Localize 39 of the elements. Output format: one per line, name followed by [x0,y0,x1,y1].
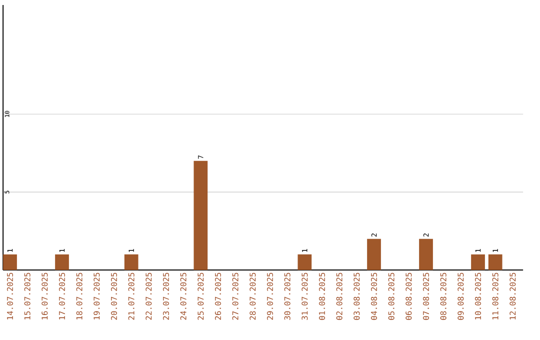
x-tick-label: 03.08.2025 [354,272,360,320]
x-tick-label: 04.08.2025 [370,272,378,320]
x-tick-label: 09.08.2025 [458,272,464,320]
x-tick-label: 16.07.2025 [42,272,48,320]
x-tick-label: 28.07.2025 [250,272,256,320]
x-tick-label: 29.07.2025 [266,272,274,320]
x-tick-label: 05.08.2025 [388,272,394,320]
x-tick-label: 12.08.2025 [510,272,516,320]
bar [194,160,208,270]
x-tick-label: 18.07.2025 [76,272,82,320]
bar [488,254,502,270]
bar [3,254,17,270]
x-tick-label: 25.07.2025 [198,272,204,320]
x-tick-label: 30.07.2025 [284,272,290,320]
x-tick-label: 11.08.2025 [492,272,498,320]
x-tick-label: 17.07.2025 [58,272,66,320]
bar [471,254,485,270]
x-tick-label: 07.08.2025 [422,272,430,320]
x-tick-label: 08.08.2025 [440,272,446,320]
x-tick-label: 21.07.2025 [128,272,134,320]
x-tick-label: 23.07.2025 [162,272,170,320]
x-tick-label: 15.07.2025 [24,272,30,320]
x-tick-label: 31.07.2025 [302,272,308,320]
bar [298,254,312,270]
bar [55,254,69,270]
x-tick-label: 02.08.2025 [336,272,342,320]
bar [124,254,138,270]
x-tick-label: 22.07.2025 [146,272,152,320]
x-tick-label: 24.07.2025 [180,272,186,320]
x-tick-label: 27.07.2025 [232,272,238,320]
x-tick-label: 14.07.2025 [6,272,14,320]
x-tick-label: 19.07.2025 [94,272,100,320]
bar [419,238,433,270]
x-tick-label: 06.08.2025 [406,272,412,320]
x-tick-label: 20.07.2025 [110,272,118,320]
bar [367,238,381,270]
x-tick-label: 01.08.2025 [318,272,326,320]
x-tick-label: 26.07.2025 [214,272,222,320]
x-tick-label: 10.08.2025 [474,272,482,320]
